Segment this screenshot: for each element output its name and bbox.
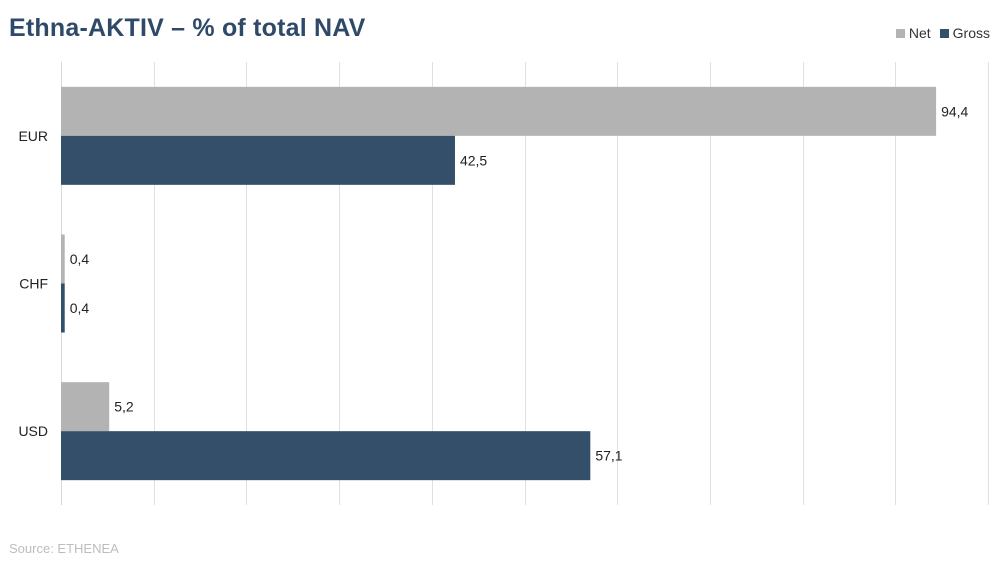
data-label: 94,4 xyxy=(941,103,968,119)
bar-gross xyxy=(61,135,455,185)
bar-gross xyxy=(61,431,591,481)
bar-net xyxy=(61,86,937,136)
data-label: 5,2 xyxy=(114,399,134,415)
bar-gross xyxy=(61,283,65,333)
category-label: USD xyxy=(18,423,48,439)
legend-label-net: Net xyxy=(908,25,931,41)
legend: Net Gross xyxy=(887,25,990,41)
legend-item-gross: Gross xyxy=(939,25,990,41)
legend-label-gross: Gross xyxy=(952,25,990,41)
legend-swatch-gross xyxy=(939,28,949,38)
data-label: 57,1 xyxy=(595,448,622,464)
source-note: Source: ETHENEA xyxy=(9,541,119,556)
category-label: EUR xyxy=(18,128,48,144)
data-label: 42,5 xyxy=(460,152,487,168)
legend-swatch-net xyxy=(895,28,905,38)
bar-net xyxy=(61,234,65,284)
category-label: CHF xyxy=(19,276,48,292)
data-label: 0,4 xyxy=(70,251,90,267)
chart-title: Ethna-AKTIV – % of total NAV xyxy=(9,14,366,42)
data-label: 0,4 xyxy=(70,300,90,316)
legend-item-net: Net xyxy=(895,25,931,41)
bar-net xyxy=(61,382,110,432)
